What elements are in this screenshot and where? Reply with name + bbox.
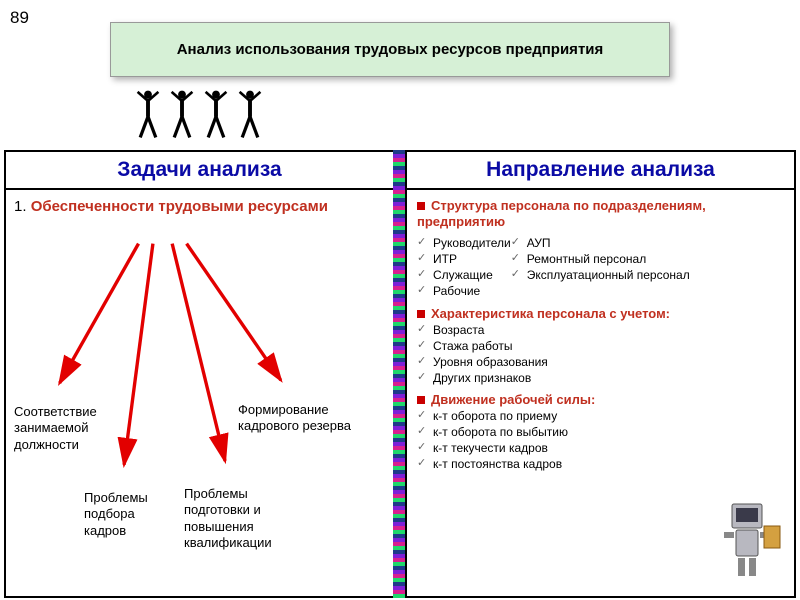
section2-list: Возраста Стажа работы Уровня образования… bbox=[417, 323, 784, 386]
left-item-1: 1. Обеспеченности трудовыми ресурсами bbox=[14, 198, 385, 215]
list-item: Рабочие bbox=[417, 284, 511, 299]
list-item: к-т оборота по выбытию bbox=[417, 425, 784, 440]
list-item: ИТР bbox=[417, 252, 511, 267]
left-header: Задачи анализа bbox=[6, 152, 393, 190]
list-item: к-т оборота по приему bbox=[417, 409, 784, 424]
right-header: Направление анализа bbox=[407, 152, 794, 190]
list-item: Других признаков bbox=[417, 371, 784, 386]
item-number: 1. bbox=[14, 198, 27, 215]
list-item: Возраста bbox=[417, 323, 784, 338]
list-item: к-т текучести кадров bbox=[417, 441, 784, 456]
stick-figure-icon bbox=[135, 88, 161, 140]
leaf-training: Проблемы подготовки и повышения квалифик… bbox=[184, 486, 294, 551]
section2-title-text: Характеристика персонала с учетом: bbox=[431, 306, 670, 321]
stick-figures bbox=[135, 88, 263, 140]
list-item: Стажа работы bbox=[417, 339, 784, 354]
list-item: АУП bbox=[511, 236, 690, 251]
robot-icon bbox=[714, 500, 784, 580]
section1-title-text: Структура персонала по подразделениям, п… bbox=[417, 198, 706, 229]
slide-title: Анализ использования трудовых ресурсов п… bbox=[110, 22, 670, 77]
section1-lists: Руководители ИТР Служащие Рабочие АУП Ре… bbox=[417, 235, 784, 300]
section3-title: Движение рабочей силы: bbox=[417, 392, 784, 408]
list-item: Руководители bbox=[417, 236, 511, 251]
list-item: Эксплуатационный персонал bbox=[511, 268, 690, 283]
stick-figure-icon bbox=[203, 88, 229, 140]
column-divider bbox=[393, 150, 405, 598]
list-item: Ремонтный персонал bbox=[511, 252, 690, 267]
section3-list: к-т оборота по приему к-т оборота по выб… bbox=[417, 409, 784, 472]
leaf-reserve: Формирование кадрового резерва bbox=[238, 402, 368, 435]
section2-title: Характеристика персонала с учетом: bbox=[417, 306, 784, 322]
section3-title-text: Движение рабочей силы: bbox=[431, 392, 595, 407]
stick-figure-icon bbox=[169, 88, 195, 140]
item-title: Обеспеченности трудовыми ресурсами bbox=[31, 198, 328, 215]
left-body: 1. Обеспеченности трудовыми ресурсами Со… bbox=[6, 190, 393, 598]
stick-figure-icon bbox=[237, 88, 263, 140]
right-column: Направление анализа Структура персонала … bbox=[405, 150, 796, 598]
leaf-fit: Соответствие занимаемой должности bbox=[14, 404, 114, 453]
page-number: 89 bbox=[10, 8, 29, 28]
list-item: Служащие bbox=[417, 268, 511, 283]
leaf-selection: Проблемы подбора кадров bbox=[84, 490, 164, 539]
section1-col-b: АУП Ремонтный персонал Эксплуатационный … bbox=[511, 235, 690, 300]
right-body: Структура персонала по подразделениям, п… bbox=[407, 190, 794, 598]
section1-title: Структура персонала по подразделениям, п… bbox=[417, 198, 784, 231]
main-panel: Задачи анализа 1. Обеспеченности трудовы… bbox=[4, 150, 796, 598]
left-column: Задачи анализа 1. Обеспеченности трудовы… bbox=[4, 150, 393, 598]
list-item: к-т постоянства кадров bbox=[417, 457, 784, 472]
section1-col-a: Руководители ИТР Служащие Рабочие bbox=[417, 235, 511, 300]
list-item: Уровня образования bbox=[417, 355, 784, 370]
